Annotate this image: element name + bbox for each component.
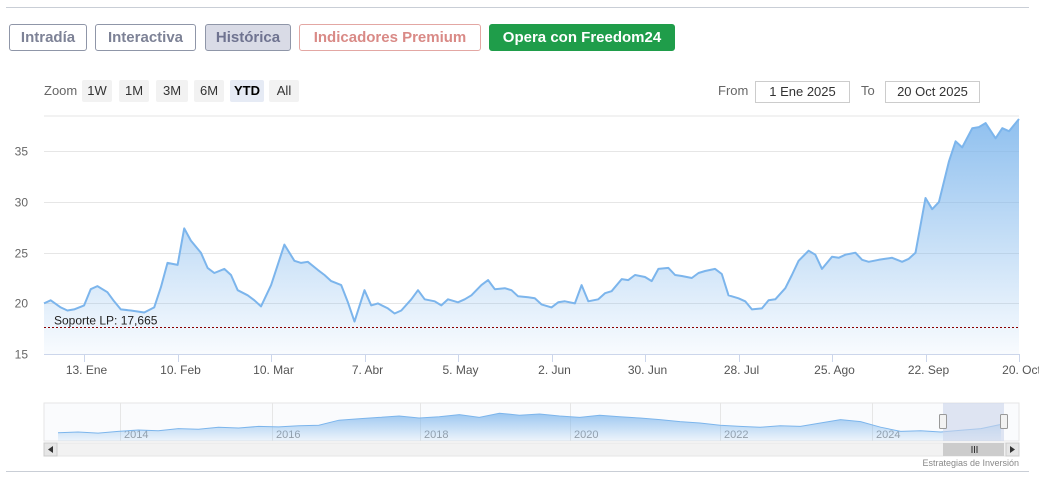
- y-tick-label: 35: [15, 145, 29, 159]
- zoom-6m-button[interactable]: 6M: [194, 80, 224, 102]
- zoom-all-button[interactable]: All: [269, 80, 299, 102]
- x-tick-label: 28. Jul: [724, 363, 759, 377]
- navigator[interactable]: 201420162018202020222024: [43, 402, 1020, 457]
- bottom-divider: [6, 471, 1029, 472]
- grip-icon: [971, 446, 978, 453]
- x-tick-label: 7. Abr: [352, 363, 383, 377]
- to-label: To: [861, 83, 875, 98]
- from-label: From: [718, 83, 749, 98]
- navigator-area: [58, 413, 1001, 441]
- zoom-label: Zoom: [44, 83, 78, 98]
- x-tick-label: 25. Ago: [814, 363, 855, 377]
- tab-historica[interactable]: Histórica: [205, 24, 291, 51]
- x-tick-label: 30. Jun: [628, 363, 667, 377]
- opera-freedom24-button[interactable]: Opera con Freedom24: [489, 24, 675, 51]
- y-tick-label: 30: [15, 196, 29, 210]
- x-tick-label: 13. Ene: [66, 363, 108, 377]
- credits-text: Estrategias de Inversión: [922, 458, 1019, 468]
- navigator-scrollbar-track: [43, 442, 1020, 457]
- x-axis: 13. Ene 10. Feb 10. Mar 7. Abr 5. May 2. Jun 3…: [44, 354, 1039, 377]
- arrow-left-icon: [48, 446, 53, 453]
- y-tick-label: 15: [15, 348, 29, 362]
- x-tick-label: 10. Feb: [160, 363, 201, 377]
- y-axis: 15 20 25 30 35: [15, 145, 29, 362]
- x-tick-label: 5. May: [442, 363, 478, 377]
- x-tick-label: 2. Jun: [538, 363, 571, 377]
- tab-intradia[interactable]: Intradía: [9, 24, 87, 51]
- navigator-scrollbar-thumb[interactable]: [943, 443, 1004, 456]
- zoom-1m-button[interactable]: 1M: [119, 80, 149, 102]
- zoom-3m-button[interactable]: 3M: [156, 80, 188, 102]
- navigator-selected-range[interactable]: [943, 403, 1004, 441]
- from-date-input[interactable]: 1 Ene 2025: [755, 81, 850, 103]
- y-tick-label: 25: [15, 247, 29, 261]
- zoom-ytd-button[interactable]: YTD: [230, 80, 264, 102]
- tab-interactiva[interactable]: Interactiva: [95, 24, 196, 51]
- zoom-1w-button[interactable]: 1W: [82, 80, 112, 102]
- navigator-line: [57, 412, 1002, 434]
- x-tick-label: 22. Sep: [908, 363, 950, 377]
- to-date-input[interactable]: 20 Oct 2025: [885, 81, 980, 103]
- navigator-handle-left[interactable]: [939, 414, 947, 429]
- price-line: [43, 118, 1020, 323]
- support-line-label: Soporte LP: 17,665: [54, 314, 158, 328]
- x-tick-label: 10. Mar: [253, 363, 294, 377]
- plot-area: [43, 118, 1020, 354]
- x-tick-label: 20. Oct: [1002, 363, 1039, 377]
- navigator-handle-right[interactable]: [1000, 414, 1008, 429]
- tab-indicadores-premium[interactable]: Indicadores Premium: [299, 24, 481, 51]
- top-divider: [6, 7, 1029, 8]
- support-line: Soporte LP: 17,665: [44, 314, 1019, 328]
- price-area: [44, 119, 1019, 354]
- y-tick-label: 20: [15, 297, 29, 311]
- arrow-right-icon: [1010, 446, 1015, 453]
